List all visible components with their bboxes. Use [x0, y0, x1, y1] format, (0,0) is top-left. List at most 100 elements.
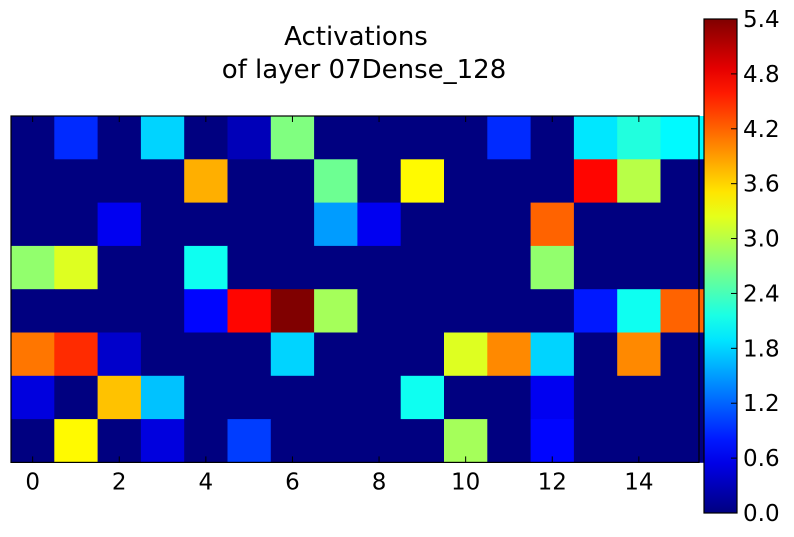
x-tick-label: 10 — [451, 469, 480, 495]
heatmap-cell — [487, 419, 531, 463]
colorbar-tick-label: 1.8 — [743, 336, 780, 362]
x-tick-label: 6 — [285, 469, 300, 495]
heatmap-cell — [660, 332, 705, 377]
heatmap-cell — [314, 419, 358, 463]
heatmap-cell — [11, 202, 55, 247]
heatmap-cell — [97, 202, 142, 247]
heatmap-cell — [11, 419, 55, 463]
heatmap-cell — [227, 159, 272, 203]
heatmap-cell — [444, 332, 488, 377]
heatmap-cell — [400, 332, 445, 377]
heatmap-cell — [11, 245, 55, 290]
heatmap-cell — [140, 375, 185, 420]
heatmap-cell — [97, 332, 142, 377]
heatmap-cell — [184, 116, 228, 160]
heatmap-cell — [314, 116, 358, 160]
heatmap-cell — [573, 202, 618, 247]
heatmap-cell — [573, 332, 618, 377]
heatmap-cell — [400, 116, 445, 160]
x-tick-label: 0 — [25, 469, 40, 495]
heatmap-cell — [444, 159, 488, 203]
heatmap-cell — [530, 332, 575, 377]
heatmap-cell — [444, 419, 488, 463]
heatmap-cell — [617, 116, 661, 160]
heatmap-cell — [444, 202, 488, 247]
heatmap-cell — [54, 419, 98, 463]
heatmap-cell — [314, 375, 358, 420]
heatmap-cell — [660, 419, 705, 463]
heatmap-cell — [573, 159, 618, 203]
heatmap-cell — [487, 332, 531, 377]
heatmap-cell — [227, 289, 272, 333]
heatmap-cell — [573, 289, 618, 333]
heatmap-cell — [54, 202, 98, 247]
heatmap-cell — [617, 419, 661, 463]
heatmap-cell — [357, 116, 402, 160]
heatmap-cell — [184, 202, 228, 247]
heatmap-cell — [617, 289, 661, 333]
heatmap-cell — [97, 419, 142, 463]
heatmap-cell — [140, 245, 185, 290]
heatmap-cell — [357, 202, 402, 247]
heatmap-cell — [184, 419, 228, 463]
heatmap-cell — [97, 289, 142, 333]
heatmap-cell — [530, 202, 575, 247]
heatmap-cell — [54, 375, 98, 420]
heatmap-cell — [444, 245, 488, 290]
heatmap-cell — [270, 289, 315, 333]
heatmap-cell — [357, 289, 402, 333]
heatmap-cell — [314, 332, 358, 377]
colorbar-tick-label: 4.8 — [743, 62, 780, 88]
heatmap-cell — [270, 202, 315, 247]
x-tick-label: 14 — [624, 469, 653, 495]
heatmap-cell — [227, 116, 272, 160]
heatmap-cell — [400, 289, 445, 333]
x-tick-label: 2 — [112, 469, 127, 495]
heatmap-cell — [314, 289, 358, 333]
heatmap-cell — [573, 116, 618, 160]
heatmap-cell — [314, 202, 358, 247]
heatmap-cell — [530, 159, 575, 203]
heatmap-cell — [184, 332, 228, 377]
plot-frame — [10, 115, 700, 463]
colorbar-tick-label: 3.0 — [743, 227, 780, 253]
heatmap-cell — [400, 419, 445, 463]
heatmap-cell — [573, 375, 618, 420]
heatmap-cell — [487, 289, 531, 333]
colorbar: 0.0 0.6 1.2 1.8 2.4 3.0 3.6 4.2 4.8 5.4 — [703, 7, 780, 527]
heatmap-cell — [184, 245, 228, 290]
heatmap-cells — [11, 116, 705, 463]
heatmap-cell — [617, 332, 661, 377]
heatmap-cell — [54, 289, 98, 333]
heatmap-cell — [270, 245, 315, 290]
heatmap-cell — [444, 375, 488, 420]
heatmap-cell — [660, 289, 705, 333]
heatmap-cell — [227, 332, 272, 377]
heatmap-cell — [660, 116, 705, 160]
heatmap-cell — [184, 289, 228, 333]
heatmap-cell — [227, 419, 272, 463]
heatmap-cell — [617, 375, 661, 420]
heatmap-cell — [270, 159, 315, 203]
heatmap-cell — [444, 116, 488, 160]
heatmap-cell — [11, 375, 55, 420]
heatmap-cell — [270, 375, 315, 420]
heatmap-cell — [11, 289, 55, 333]
heatmap-cell — [227, 202, 272, 247]
colorbar-tick-label: 0.6 — [743, 446, 780, 472]
x-tick-label: 4 — [199, 469, 214, 495]
colorbar-tick-label: 4.2 — [743, 117, 780, 143]
chart-title-line-1: Activations — [284, 22, 428, 52]
heatmap-cell — [11, 332, 55, 377]
heatmap-cell — [660, 375, 705, 420]
heatmap-cell — [184, 375, 228, 420]
heatmap-cell — [270, 419, 315, 463]
colorbar-frame — [703, 18, 738, 514]
heatmap-cell — [314, 245, 358, 290]
heatmap-cell — [530, 289, 575, 333]
heatmap-cell — [487, 245, 531, 290]
heatmap-cell — [530, 375, 575, 420]
colorbar-tick-label: 1.2 — [743, 391, 780, 417]
heatmap-cell — [54, 245, 98, 290]
heatmap-cell — [530, 419, 575, 463]
